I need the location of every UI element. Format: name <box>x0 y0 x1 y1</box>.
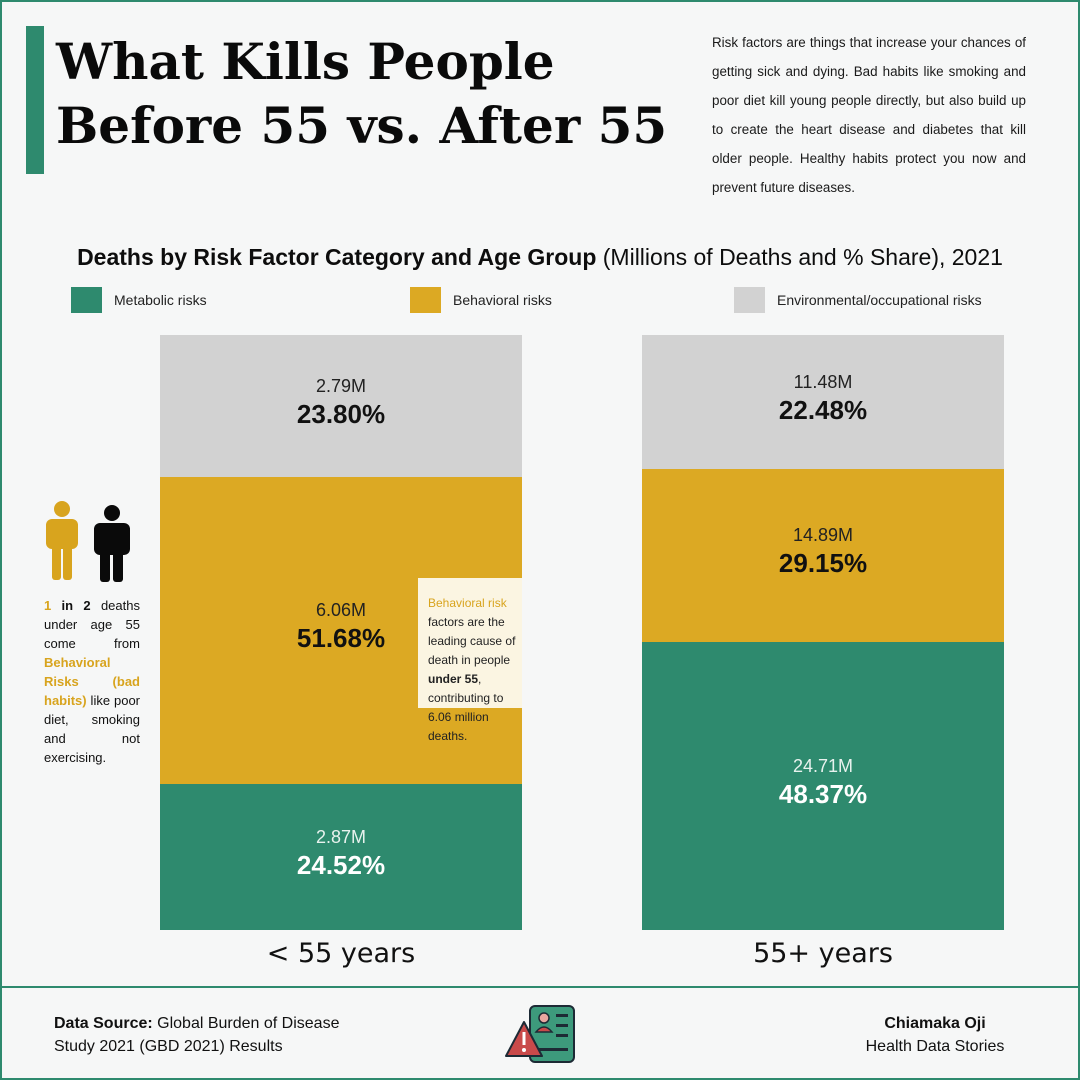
legend-item-environmental: Environmental/occupational risks <box>734 286 982 314</box>
bar-segment-metabolic-55-plus: 24.71M 48.37% <box>642 642 1004 930</box>
legend-label-behavioral: Behavioral risks <box>453 292 552 308</box>
side-note-in2: in 2 <box>51 598 91 613</box>
side-note-one: 1 <box>44 598 52 613</box>
legend-item-behavioral: Behavioral risks <box>410 286 552 314</box>
bar-segment-environmental-under-55: 2.79M 23.80% <box>160 335 522 477</box>
percent-share-label: 51.68% <box>296 623 386 654</box>
percent-share-label: 24.52% <box>296 850 386 881</box>
x-tick-label-under-55: < 55 years <box>266 938 416 969</box>
side-note-text-2: like poor diet, smoking and not exercisi… <box>44 693 140 765</box>
percent-share-label: 29.15% <box>778 548 868 579</box>
side-note: 1 in 2 deaths under age 55 come from Beh… <box>44 596 140 767</box>
callout-text-2: , contributing to 6.06 million deaths. <box>428 672 504 743</box>
callout-highlight: Behavioral risk <box>428 596 507 610</box>
footer-divider <box>0 986 1080 988</box>
deaths-value-label: 6.06M <box>315 600 367 621</box>
bar-55-plus: 24.71M 48.37% 14.89M 29.15% 11.48M 22.48% <box>642 335 1004 930</box>
legend-label-environmental: Environmental/occupational risks <box>777 292 982 308</box>
callout-bold: under 55 <box>428 672 479 686</box>
bar-segment-metabolic-under-55: 2.87M 24.52% <box>160 784 522 930</box>
title-line-1: What Kills People <box>56 32 555 91</box>
author-credit: Chiamaka Oji Health Data Stories <box>840 1012 1030 1058</box>
deaths-value-label: 11.48M <box>793 371 853 392</box>
author-name: Chiamaka Oji <box>884 1015 986 1032</box>
bar-under-55: 2.87M 24.52% 6.06M 51.68% 2.79M 23.80% <box>160 335 522 930</box>
deaths-value-label: 2.79M <box>315 375 367 396</box>
title-accent-bar <box>26 26 44 174</box>
legend-swatch-behavioral <box>410 287 441 313</box>
people-icon <box>46 501 130 582</box>
bar-label-behavioral-under-55: 6.06M 51.68% <box>160 600 522 654</box>
legend-swatch-metabolic <box>71 287 102 313</box>
bar-segment-environmental-55-plus: 11.48M 22.48% <box>642 335 1004 469</box>
callout-text-1: factors are the leading cause of death i… <box>428 615 516 667</box>
deaths-value-label: 2.87M <box>315 827 367 848</box>
bar-label-environmental-under-55: 2.79M 23.80% <box>160 376 522 430</box>
data-source-label: Data Source: <box>54 1015 153 1032</box>
legend-item-metabolic: Metabolic risks <box>71 286 207 314</box>
percent-share-label: 48.37% <box>778 779 868 810</box>
intro-paragraph: Risk factors are things that increase yo… <box>712 35 1026 195</box>
percent-share-label: 22.48% <box>778 394 868 425</box>
title-line-2: Before 55 vs. After 55 <box>56 96 668 155</box>
legend-label-metabolic: Metabolic risks <box>114 292 207 308</box>
data-source-text: Global Burden of Disease Study 2021 (GBD… <box>54 1015 340 1055</box>
legend-swatch-environmental <box>734 287 765 313</box>
bar-segment-behavioral-55-plus: 14.89M 29.15% <box>642 468 1004 643</box>
chart-heading-bold: Deaths by Risk Factor Category and Age G… <box>77 244 597 270</box>
author-org: Health Data Stories <box>865 1038 1005 1055</box>
x-tick-label-55-plus: 55+ years <box>753 938 893 969</box>
percent-share-label: 23.80% <box>296 398 386 429</box>
page-title: What Kills People Before 55 vs. After 55 <box>56 30 676 158</box>
bar-label-environmental-55-plus: 11.48M 22.48% <box>642 372 1004 426</box>
data-source: Data Source: Global Burden of Disease St… <box>54 1012 384 1058</box>
side-note-text-1: deaths under age 55 come from <box>44 598 140 651</box>
bar-label-metabolic-under-55: 2.87M 24.52% <box>160 827 522 881</box>
person-black-icon <box>94 505 130 582</box>
chart-heading: Deaths by Risk Factor Category and Age G… <box>0 244 1080 271</box>
person-gold-icon <box>46 501 78 580</box>
side-note-highlight: Behavioral Risks (bad habits) <box>44 655 140 708</box>
bar-label-behavioral-55-plus: 14.89M 29.15% <box>642 525 1004 579</box>
bar-label-metabolic-55-plus: 24.71M 48.37% <box>642 756 1004 810</box>
deaths-value-label: 14.89M <box>792 525 854 546</box>
chart-heading-rest: (Millions of Deaths and % Share), 2021 <box>596 244 1003 270</box>
deaths-value-label: 24.71M <box>792 756 854 777</box>
health-risk-icon <box>505 1005 575 1063</box>
behavioral-callout: Behavioral risk factors are the leading … <box>418 578 522 743</box>
